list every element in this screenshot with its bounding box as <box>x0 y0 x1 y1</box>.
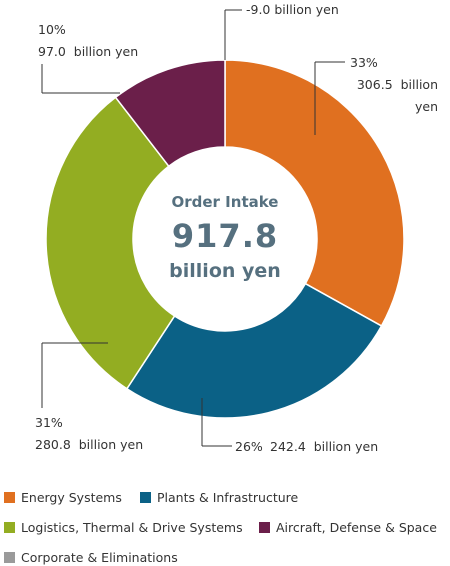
legend-item: Energy Systems <box>4 490 122 505</box>
legend-swatch <box>4 492 15 503</box>
legend-item: Aircraft, Defense & Space <box>259 520 437 535</box>
slice <box>45 96 176 390</box>
percent-label: 31% <box>35 415 63 430</box>
legend-label: Corporate & Eliminations <box>21 550 178 565</box>
legend-swatch <box>259 522 270 533</box>
value-label: 97.0 billion yen <box>38 44 139 59</box>
percent-label: 10% <box>38 22 66 37</box>
legend-label: Plants & Infrastructure <box>157 490 299 505</box>
legend-label: Aircraft, Defense & Space <box>276 520 437 535</box>
value-label: 306.5 billion yen <box>356 77 442 114</box>
legend-swatch <box>4 522 15 533</box>
legend-item: Logistics, Thermal & Drive Systems <box>4 520 243 535</box>
value-label: -9.0 billion yen <box>246 2 339 17</box>
legend-label: Energy Systems <box>21 490 122 505</box>
center-unit: billion yen <box>169 260 281 282</box>
legend-label: Logistics, Thermal & Drive Systems <box>21 520 243 535</box>
slices <box>45 59 405 419</box>
legend-swatch <box>140 492 151 503</box>
legend-item: Plants & Infrastructure <box>140 490 298 505</box>
center-total: 917.8 <box>172 217 278 255</box>
legend-swatch <box>4 552 15 563</box>
percent-label: 33% <box>350 55 378 70</box>
center-title: Order Intake <box>172 193 279 211</box>
slice <box>114 59 226 168</box>
value-label: 242.4 billion yen <box>270 439 379 454</box>
percent-label: 26% <box>235 439 263 454</box>
value-label: 280.8 billion yen <box>35 437 144 452</box>
legend-item: Corporate & Eliminations <box>4 550 178 565</box>
slice <box>224 59 405 327</box>
slice <box>125 282 383 419</box>
